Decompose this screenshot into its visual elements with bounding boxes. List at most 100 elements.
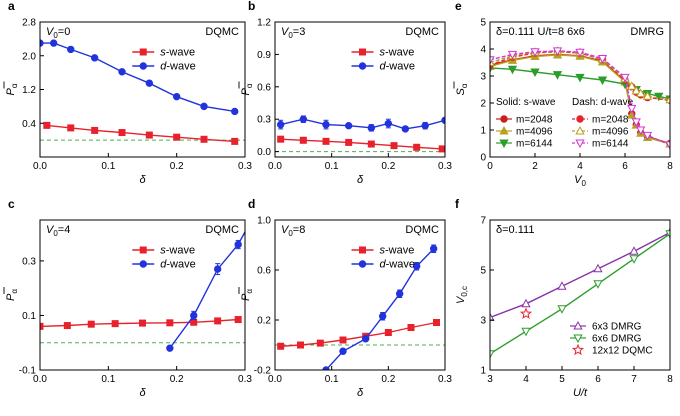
data-point <box>636 126 646 136</box>
x-tick-label: 2 <box>532 161 538 172</box>
data-point <box>384 329 392 336</box>
data-point <box>421 121 429 130</box>
legend-label: m=2048 <box>592 115 629 126</box>
data-point <box>90 54 99 62</box>
y-tick-label: -0.2 <box>254 366 272 377</box>
y-axis-label: Pα <box>240 289 254 301</box>
data-point <box>636 88 646 98</box>
x-tick-label: 0 <box>487 161 493 172</box>
parameter-label: V0=8 <box>281 224 305 238</box>
legend-label: d-wave <box>160 259 195 271</box>
legend-label: 12x12 DQMC <box>592 346 653 357</box>
x-tick-label: 0.3 <box>438 374 452 385</box>
legend-marker <box>575 125 585 135</box>
data-point <box>552 47 563 56</box>
data-point <box>190 311 198 320</box>
data-point <box>173 133 181 141</box>
legend-marker <box>139 48 147 56</box>
legend-label: d-wave <box>380 61 415 73</box>
data-point <box>620 73 630 83</box>
y-axis-label: Pα <box>5 83 19 95</box>
data-point <box>521 327 531 337</box>
legend-label: m=4096 <box>592 127 629 138</box>
y-tick-label: 1.0 <box>257 216 271 227</box>
data-point <box>642 91 653 100</box>
x-tick-label: 0.0 <box>268 374 282 385</box>
x-tick-label: 0.2 <box>170 161 184 172</box>
plot-frame <box>39 21 246 158</box>
data-point <box>277 342 285 350</box>
data-point <box>172 92 181 101</box>
y-axis-label: Pα <box>240 83 254 95</box>
series-group <box>490 227 670 359</box>
data-point <box>339 336 347 344</box>
legend-label: m=2048 <box>516 115 553 126</box>
data-point <box>276 120 285 129</box>
data-point <box>429 245 438 253</box>
x-axis-label: δ <box>357 174 364 186</box>
data-point <box>490 312 495 321</box>
legend-label: d-wave <box>160 61 195 73</box>
info-label: δ=0.111 U/t=8 6x6 <box>496 26 585 38</box>
y-axis-label: V0,c <box>455 286 469 304</box>
x-tick-label: 3 <box>487 374 493 385</box>
data-point <box>627 81 637 90</box>
y-tick-label: 7 <box>480 216 486 227</box>
data-point <box>665 94 670 104</box>
panel-letter: e <box>455 0 462 13</box>
data-point <box>665 141 670 150</box>
info-label: δ=0.111 <box>496 224 534 236</box>
y-tick-label: 5 <box>480 266 486 277</box>
data-point <box>627 104 637 114</box>
data-point <box>345 138 353 146</box>
plot-frame <box>489 219 671 371</box>
x-tick-label: 7 <box>631 374 637 385</box>
data-point <box>521 298 531 308</box>
y-tick-label: 0.0 <box>257 147 271 158</box>
panel-letter: a <box>8 0 15 13</box>
data-point <box>654 92 664 102</box>
data-point <box>367 140 375 148</box>
data-point <box>438 145 445 153</box>
series-group <box>40 39 239 145</box>
panel-e: e 0 2 4 6 8 0 1 2 3 4 5 V0 Sα DMRG δ=0.111 U/t=8 6x6 Sol… <box>453 0 673 188</box>
panel-a: a 0.0 0.1 0.2 0.3 0.4 1.2 2.0 2.8 δ Pα DQMC V0=0 s-wa… <box>3 0 252 186</box>
y-tick-label: 0.3 <box>257 115 271 126</box>
y-tick-label: 2 <box>480 99 486 110</box>
legend-marker <box>139 62 147 70</box>
x-tick-label: 5 <box>559 374 565 385</box>
y-tick-label: -0.1 <box>19 366 37 377</box>
plot-frame <box>39 219 246 371</box>
legend-marker <box>576 115 584 123</box>
data-point <box>339 347 347 355</box>
data-point <box>166 319 174 327</box>
x-tick-label: 0.0 <box>33 374 47 385</box>
data-point <box>118 129 126 137</box>
data-point <box>40 322 44 330</box>
series-group <box>40 224 245 352</box>
data-point <box>145 131 153 139</box>
panel-letter: f <box>455 197 460 211</box>
data-point <box>322 137 330 145</box>
data-point <box>231 107 239 116</box>
data-point <box>277 135 285 143</box>
data-point <box>557 281 567 290</box>
y-tick-label: 2.8 <box>22 18 36 29</box>
data-point <box>111 320 119 328</box>
series-group <box>490 46 670 150</box>
data-point <box>234 240 242 249</box>
data-point <box>139 319 146 327</box>
panel-letter: d <box>248 197 255 211</box>
x-tick-label: 0.1 <box>101 161 115 172</box>
data-point <box>166 344 174 352</box>
legend-label: s-wave <box>160 47 195 59</box>
data-point <box>234 316 242 324</box>
data-point <box>665 230 670 239</box>
legend-label: m=6144 <box>592 139 629 150</box>
y-tick-label: 5 <box>480 18 486 29</box>
x-tick-label: 0.2 <box>170 374 184 385</box>
method-tag: DQMC <box>405 224 439 236</box>
